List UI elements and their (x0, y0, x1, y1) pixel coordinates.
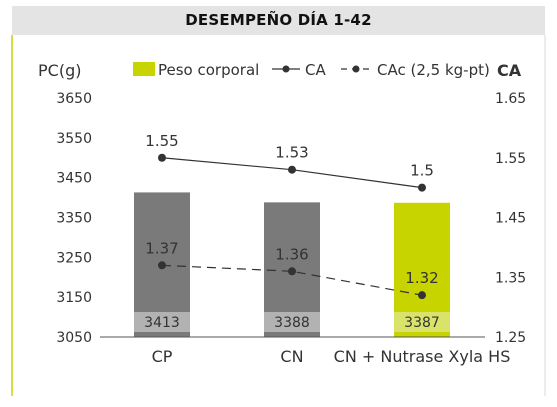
right-tick-label-1: 1.35 (495, 270, 526, 286)
point-label-cac-2: 1.32 (405, 269, 438, 287)
bar-value-label-0: 3413 (144, 315, 180, 331)
bar-value-label-1: 3388 (274, 315, 310, 331)
category-label-1: CN (280, 347, 303, 366)
point-label-ca-1: 1.53 (275, 144, 308, 162)
point-label-cac-1: 1.36 (275, 245, 308, 263)
point-cac-2 (418, 291, 426, 300)
point-ca-2 (418, 183, 426, 192)
bar-label-box-1 (264, 312, 320, 332)
point-label-ca-0: 1.55 (145, 132, 178, 150)
legend-label-cac: CAc (2,5 kg-pt) (377, 61, 490, 79)
left-tick-label-6: 3650 (56, 91, 92, 107)
bar-label-box-2 (394, 312, 450, 332)
point-ca-0 (158, 153, 166, 162)
left-tick-label-2: 3250 (56, 250, 92, 266)
series-line-cac (161, 264, 423, 296)
right-tick-label-4: 1.65 (495, 91, 526, 107)
chart-title: DESEMPEÑO DÍA 1-42 (185, 11, 372, 29)
right-tick-label-2: 1.45 (495, 211, 526, 227)
point-ca-1 (288, 165, 296, 174)
legend-marker-ca (282, 65, 290, 73)
category-label-0: CP (152, 347, 173, 366)
left-tick-label-5: 3550 (56, 131, 92, 147)
legend-label-peso: Peso corporal (158, 61, 259, 79)
left-axis-title: PC(g) (38, 61, 81, 80)
point-label-cac-0: 1.37 (145, 239, 178, 257)
legend-label-ca: CA (305, 61, 326, 79)
left-tick-label-0: 3050 (56, 330, 92, 346)
point-cac-0 (158, 261, 166, 270)
left-tick-label-3: 3350 (56, 211, 92, 227)
bar-value-label-2: 3387 (404, 315, 440, 331)
legend-swatch-peso (133, 62, 155, 76)
right-tick-label-3: 1.55 (495, 151, 526, 167)
category-label-2: CN + Nutrase Xyla HS (334, 347, 511, 366)
point-label-ca-2: 1.5 (410, 162, 434, 180)
left-tick-label-1: 3150 (56, 290, 92, 306)
bar-label-box-0 (134, 312, 190, 332)
legend-marker-cac (352, 65, 360, 73)
right-tick-label-0: 1.25 (495, 330, 526, 346)
point-cac-1 (288, 267, 296, 276)
title-bar (12, 6, 545, 35)
left-tick-label-4: 3450 (56, 171, 92, 187)
right-axis-title: CA (497, 61, 522, 80)
